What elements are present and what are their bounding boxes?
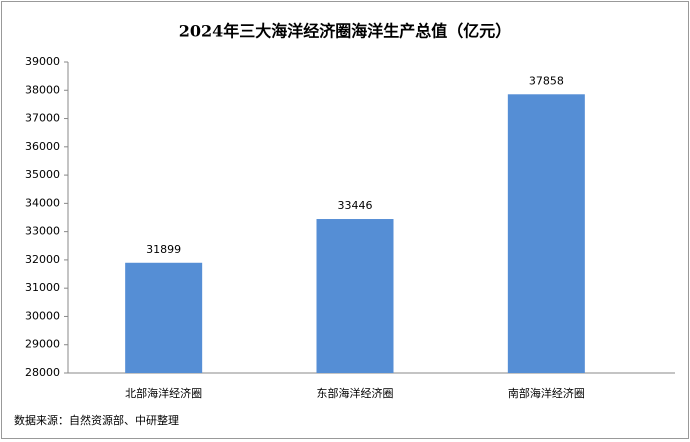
y-tick-label: 29000 (25, 338, 60, 351)
y-tick-label: 31000 (25, 281, 60, 294)
y-tick-label: 39000 (25, 55, 60, 68)
data-label: 37858 (529, 74, 564, 87)
y-tick-label: 30000 (25, 309, 60, 322)
y-tick-label: 33000 (25, 225, 60, 238)
data-label: 33446 (338, 199, 373, 212)
y-tick-label: 36000 (25, 140, 60, 153)
chart-title: 2024年三大海洋经济圈海洋生产总值（亿元） (179, 22, 512, 41)
y-tick-label: 35000 (25, 168, 60, 181)
y-tick-label: 28000 (25, 366, 60, 379)
y-tick-label: 34000 (25, 196, 60, 209)
x-tick-label: 东部海洋经济圈 (317, 386, 394, 400)
source-note: 数据来源：自然资源部、中研整理 (14, 413, 179, 427)
x-tick-label: 北部海洋经济圈 (125, 386, 202, 400)
bar (507, 94, 585, 374)
y-tick-label: 38000 (25, 83, 60, 96)
bar (316, 219, 394, 373)
y-tick-label: 32000 (25, 253, 60, 266)
data-label: 31899 (146, 243, 181, 256)
y-tick-label: 37000 (25, 112, 60, 125)
x-tick-label: 南部海洋经济圈 (508, 386, 585, 400)
bar (125, 262, 203, 373)
